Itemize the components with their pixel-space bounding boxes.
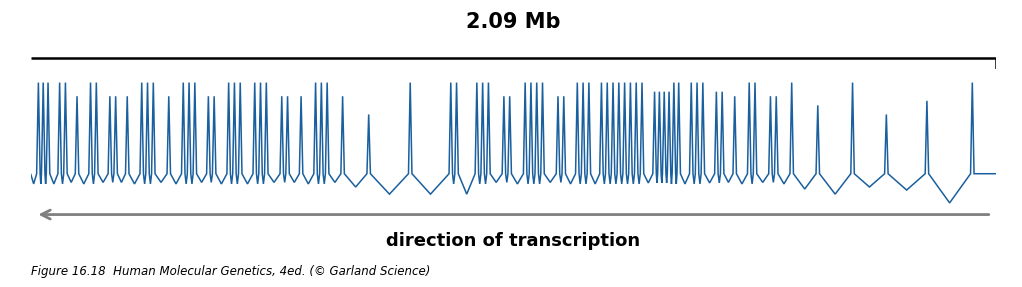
Text: Figure 16.18  Human Molecular Genetics, 4ed. (© Garland Science): Figure 16.18 Human Molecular Genetics, 4… (31, 265, 430, 278)
Text: 2.09 Mb: 2.09 Mb (466, 11, 561, 32)
Text: direction of transcription: direction of transcription (386, 232, 641, 250)
